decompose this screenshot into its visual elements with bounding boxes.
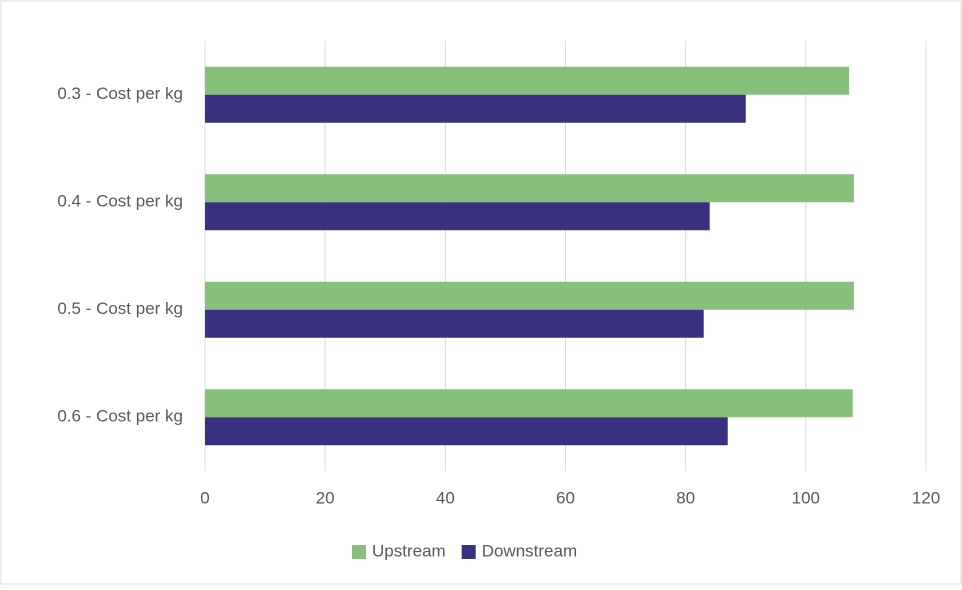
bar [205, 94, 746, 123]
x-tick-label: 80 [676, 488, 695, 507]
legend-swatch [352, 545, 366, 559]
legend-swatch [461, 545, 476, 559]
x-tick-label: 120 [912, 488, 940, 507]
bar [205, 389, 853, 418]
bar [205, 309, 704, 338]
bar [205, 174, 854, 203]
x-tick-label: 60 [556, 488, 575, 507]
bar [205, 281, 854, 310]
y-tick-label: 0.4 - Cost per kg [57, 192, 183, 211]
x-tick-label: 0 [200, 488, 209, 507]
legend-label: Upstream [372, 541, 446, 560]
x-tick-label: 20 [316, 488, 335, 507]
bar [205, 202, 710, 231]
x-tick-label: 100 [792, 488, 820, 507]
y-tick-label: 0.5 - Cost per kg [57, 299, 183, 318]
bar [205, 66, 850, 95]
legend-label: Downstream [482, 541, 577, 560]
x-tick-label: 40 [436, 488, 455, 507]
y-tick-label: 0.6 - Cost per kg [57, 407, 183, 426]
y-tick-label: 0.3 - Cost per kg [57, 84, 183, 103]
bar [205, 417, 728, 446]
